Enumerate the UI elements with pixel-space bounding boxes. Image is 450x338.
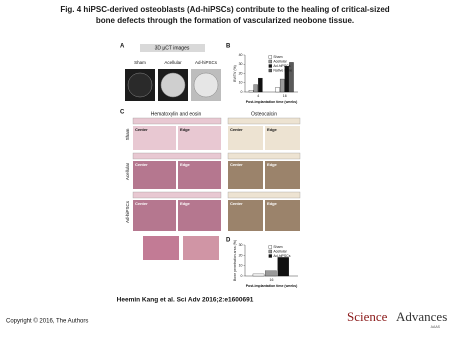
label: C <box>120 110 125 116</box>
micrograph <box>265 200 300 231</box>
copyright: Copyright © 2016, The Authors <box>6 318 88 325</box>
bar <box>252 273 265 277</box>
bar <box>279 78 285 93</box>
label: Edge <box>267 201 278 206</box>
label: BV/TV (%) <box>233 65 237 82</box>
label: 3D µCT images <box>155 45 190 51</box>
label: Acellular <box>273 59 287 63</box>
label: Hematoxylin and eosin <box>151 111 202 117</box>
micrograph <box>133 126 176 150</box>
legend-swatch <box>268 254 273 258</box>
label: Post-implantation time (weeks) <box>246 100 298 104</box>
label: Sham <box>273 245 282 249</box>
micrograph <box>228 200 263 231</box>
micrograph <box>265 161 300 189</box>
section-strip <box>132 152 222 160</box>
section-strip <box>227 152 301 160</box>
label: 0 <box>241 274 243 278</box>
micrograph <box>143 236 179 260</box>
label: Ad-hiPSCs <box>273 254 290 258</box>
label: Ad-hiPSCs <box>195 60 218 65</box>
ct-specimen <box>193 72 219 98</box>
label: Center <box>135 127 148 132</box>
legend-swatch <box>268 59 273 64</box>
label: Bone penetration area (%) <box>233 240 237 281</box>
label: Center <box>135 201 148 206</box>
label: Acellular <box>125 162 130 180</box>
bar <box>253 84 258 93</box>
label: Sham <box>134 60 146 65</box>
bar <box>289 62 294 93</box>
label: 40 <box>239 53 243 57</box>
label: Sham <box>273 55 282 59</box>
label: 0 <box>241 90 243 94</box>
legend-swatch <box>268 68 273 73</box>
legend-swatch <box>268 64 273 68</box>
label: 16 <box>270 278 274 282</box>
slide-title: Fig. 4 hiPSC-derived osteoblasts (Ad-hiP… <box>60 5 390 25</box>
label: B <box>226 44 231 50</box>
micrograph <box>265 126 300 150</box>
label: Edge <box>180 201 191 206</box>
label: Edge <box>180 127 191 132</box>
label: Acellular <box>164 60 182 65</box>
label: Edge <box>267 162 278 167</box>
bar <box>258 77 263 93</box>
bar <box>277 257 289 277</box>
label: D <box>226 238 231 244</box>
citation: Heemin Kang et al. Sci Adv 2016;2:e16006… <box>117 297 254 304</box>
label: Edge <box>267 127 278 132</box>
legend-swatch <box>268 245 273 249</box>
micrograph <box>228 161 263 189</box>
label: Osteocalcin <box>251 111 277 117</box>
micrograph <box>133 161 176 189</box>
label: Ad-hiPSCs <box>273 64 290 68</box>
label: 16 <box>283 94 287 98</box>
logo-science: Science <box>347 309 388 324</box>
micrograph <box>183 236 219 260</box>
label: Edge <box>180 162 191 167</box>
logo-publisher: AAAS <box>431 325 441 329</box>
section-strip <box>227 117 301 125</box>
label: 30 <box>239 62 243 66</box>
label: Sham <box>125 128 130 140</box>
label: Acellular <box>273 249 287 253</box>
label: Center <box>135 162 148 167</box>
micrograph <box>178 200 221 231</box>
heading-box <box>140 44 205 52</box>
micrograph <box>178 126 221 150</box>
bar <box>275 87 280 93</box>
bar <box>248 90 254 93</box>
section-strip <box>227 191 301 199</box>
label: 10 <box>239 81 243 85</box>
label: 10 <box>239 264 243 268</box>
label: 30 <box>239 243 243 247</box>
section-strip <box>132 117 222 125</box>
label: A <box>120 44 125 50</box>
logo-advances: Advances <box>396 309 447 324</box>
ct-specimen <box>127 72 153 98</box>
section-strip <box>132 191 222 199</box>
ct-specimen <box>160 72 186 98</box>
bar <box>265 270 277 277</box>
label: 20 <box>239 253 243 257</box>
label: 20 <box>239 71 243 75</box>
legend-swatch <box>268 55 273 59</box>
label: Center <box>230 201 243 206</box>
label: Center <box>230 162 243 167</box>
label: Center <box>230 127 243 132</box>
legend-swatch <box>268 249 273 254</box>
micrograph <box>133 200 176 231</box>
label: Native bone <box>273 68 292 72</box>
bar <box>284 65 290 93</box>
micrograph <box>178 161 221 189</box>
label: 4 <box>257 94 259 98</box>
label: Post-implantation time (weeks) <box>246 284 298 288</box>
micrograph <box>228 126 263 150</box>
label: Ad-hiPSCs <box>125 200 130 223</box>
